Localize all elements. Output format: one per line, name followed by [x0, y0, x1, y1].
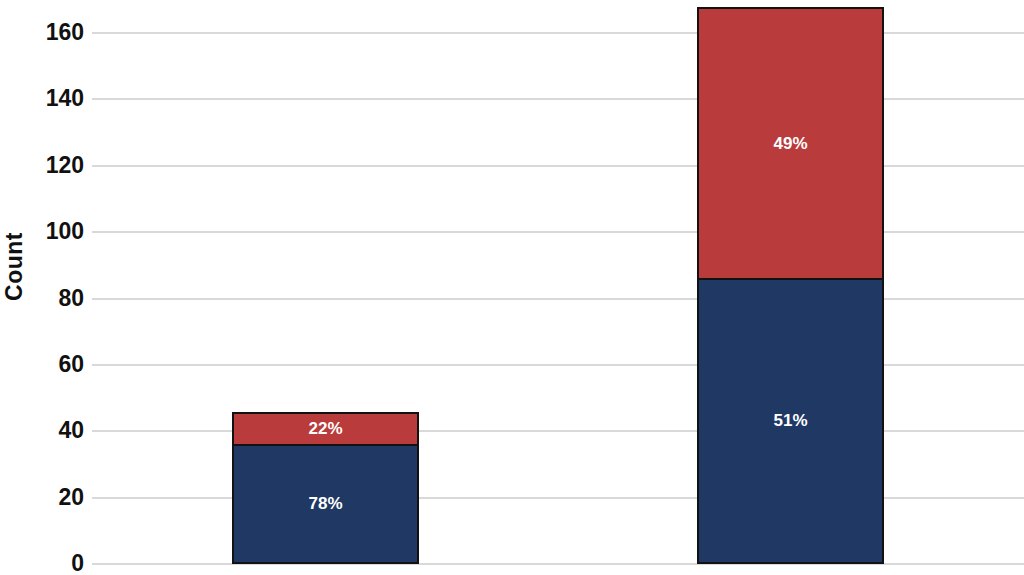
bar-2: 51% 49% [697, 7, 884, 564]
bar-2-bottom-segment: 51% [697, 279, 884, 564]
y-tick-label-120: 120 [0, 152, 84, 179]
gridline-y-80 [92, 298, 1024, 300]
y-tick-label-80: 80 [0, 285, 84, 312]
gridline-y-60 [92, 364, 1024, 366]
y-tick-label-40: 40 [0, 417, 84, 444]
gridline-y-120 [92, 165, 1024, 167]
stacked-bar-chart: Count 0 20 40 60 80 100 120 140 160 78% 22% 51% 49% [0, 0, 1024, 575]
gridline-y-100 [92, 231, 1024, 233]
bar-2-top-segment-label: 49% [699, 133, 882, 153]
gridline-y-160 [92, 32, 1024, 34]
bar-1-bottom-segment-label: 78% [234, 494, 417, 514]
bar-1-top-segment: 22% [232, 412, 419, 445]
bar-1-top-segment-label: 22% [234, 419, 417, 439]
plot-area: 02040608010012014016078%22%51%49% [92, 0, 1024, 575]
bar-2-top-segment: 49% [697, 7, 884, 279]
bar-1: 78% 22% [232, 412, 419, 564]
bar-1-bottom-segment: 78% [232, 445, 419, 564]
y-tick-label-0: 0 [0, 550, 84, 575]
y-tick-label-160: 160 [0, 19, 84, 46]
y-tick-label-140: 140 [0, 85, 84, 112]
y-tick-label-60: 60 [0, 351, 84, 378]
y-tick-label-100: 100 [0, 218, 84, 245]
bar-2-bottom-segment-label: 51% [699, 411, 882, 431]
y-axis-title: Count [1, 157, 28, 377]
y-tick-label-20: 20 [0, 484, 84, 511]
gridline-y-140 [92, 98, 1024, 100]
